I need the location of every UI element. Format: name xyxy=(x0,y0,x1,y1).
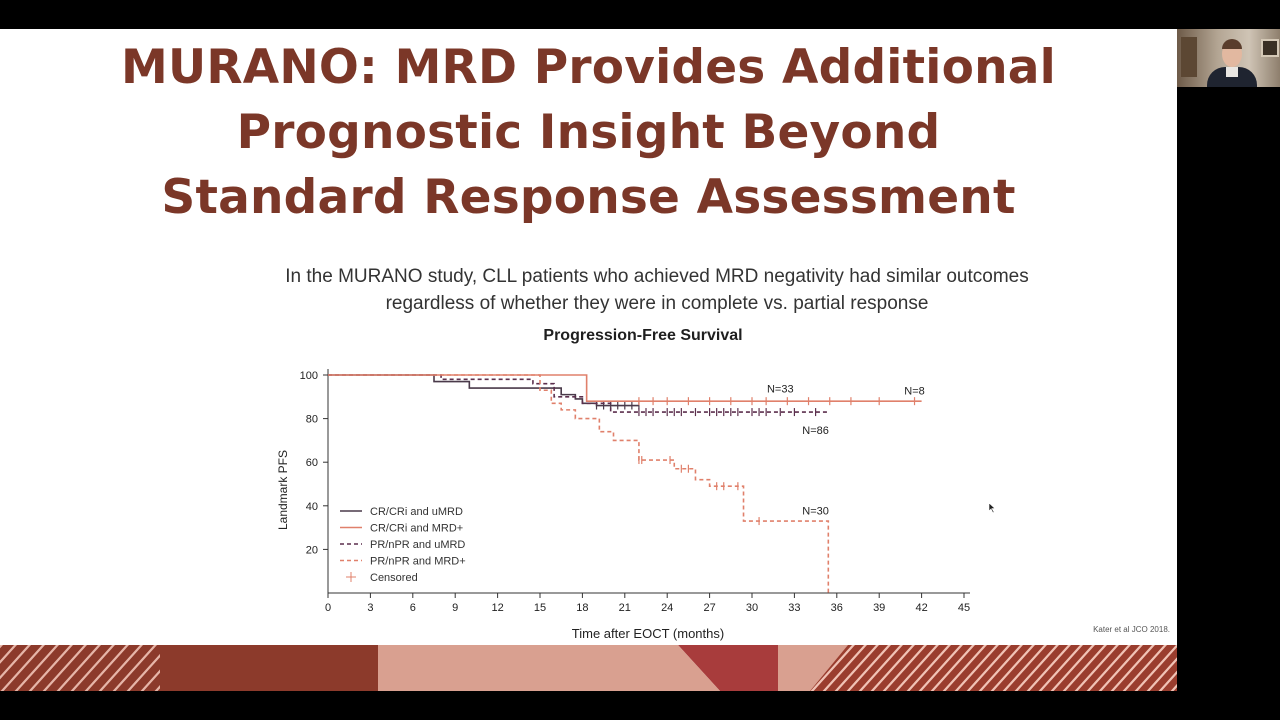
n-annotation: N=30 xyxy=(802,506,829,518)
slide-title-line-2: Prognostic Insight Beyond xyxy=(236,105,941,160)
y-axis-label: Landmark PFS xyxy=(276,450,290,530)
x-tick-label: 3 xyxy=(367,602,373,614)
slide-subtitle-line-2: regardless of whether they were in compl… xyxy=(385,293,929,314)
x-tick-label: 27 xyxy=(703,602,715,614)
slide-title: MURANO: MRD Provides Additional Prognost… xyxy=(0,35,1177,230)
n-annotation: N=8 xyxy=(904,386,925,398)
wall-frame xyxy=(1261,39,1279,57)
legend-label-censored: Censored xyxy=(370,572,418,584)
n-annotation: N=33 xyxy=(767,383,794,395)
slide-subtitle: In the MURANO study, CLL patients who ac… xyxy=(262,263,1052,317)
bookshelf xyxy=(1181,37,1197,77)
y-tick-label: 100 xyxy=(300,370,318,382)
x-tick-label: 12 xyxy=(491,602,503,614)
presentation-slide: MURANO: MRD Provides Additional Prognost… xyxy=(0,29,1177,691)
x-tick-label: 30 xyxy=(746,602,758,614)
series-line-3 xyxy=(328,374,830,413)
x-tick-label: 15 xyxy=(534,602,546,614)
mouse-pointer-icon xyxy=(989,503,996,513)
x-tick-label: 45 xyxy=(958,602,970,614)
x-tick-label: 42 xyxy=(915,602,927,614)
x-tick-label: 21 xyxy=(619,602,631,614)
x-tick-label: 6 xyxy=(410,602,416,614)
x-axis-label: Time after EOCT (months) xyxy=(572,626,724,641)
legend-label-3: PR/nPR and uMRD xyxy=(370,539,465,551)
series-line-2 xyxy=(328,374,922,402)
presenter-body xyxy=(1207,67,1257,87)
series-line-4 xyxy=(328,374,830,593)
x-tick-label: 24 xyxy=(661,602,673,614)
x-tick-label: 39 xyxy=(873,602,885,614)
x-tick-label: 36 xyxy=(831,602,843,614)
y-tick-label: 80 xyxy=(306,414,318,426)
slide-title-line-3: Standard Response Assessment xyxy=(161,170,1016,225)
footer-decoration xyxy=(0,645,1177,691)
n-annotation: N=86 xyxy=(802,425,829,437)
x-tick-label: 33 xyxy=(788,602,800,614)
x-tick-label: 0 xyxy=(325,602,331,614)
legend-label-4: PR/nPR and MRD+ xyxy=(370,556,466,568)
y-tick-label: 60 xyxy=(306,457,318,469)
x-tick-label: 18 xyxy=(576,602,588,614)
legend-label-2: CR/CRi and MRD+ xyxy=(370,523,463,535)
citation-text: Kater et al JCO 2018. xyxy=(1093,625,1170,634)
presenter-webcam xyxy=(1177,29,1280,87)
pfs-chart: 0 3 6 9 12 15 18 21 24 27 30 33 36 39 42 4520406080100T… xyxy=(276,369,970,641)
y-tick-label: 20 xyxy=(306,544,318,556)
legend-label-1: CR/CRi and uMRD xyxy=(370,506,463,518)
y-tick-label: 40 xyxy=(306,501,318,513)
chart-title: Progression-Free Survival xyxy=(543,327,743,344)
slide-title-line-1: MURANO: MRD Provides Additional xyxy=(121,40,1056,95)
slide-subtitle-line-1: In the MURANO study, CLL patients who ac… xyxy=(285,266,1029,287)
x-tick-label: 9 xyxy=(452,602,458,614)
